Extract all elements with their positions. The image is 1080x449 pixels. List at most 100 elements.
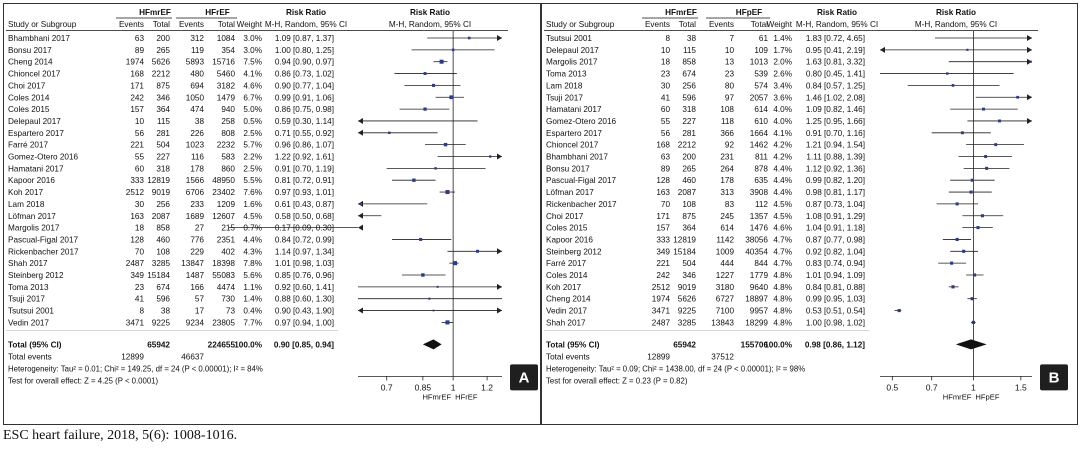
events-ctrl: 1050 — [186, 93, 205, 102]
events-exp: 56 — [135, 129, 145, 138]
total-ctrl: 9640 — [750, 283, 769, 292]
total-exp: 346 — [156, 93, 170, 102]
total-exp: 12819 — [147, 176, 170, 185]
events-ctrl: 166 — [190, 283, 204, 292]
events-ctrl: 10 — [725, 46, 735, 55]
study-name: Margolis 2017 — [8, 224, 60, 233]
events-exp: 349 — [656, 247, 670, 256]
total-ctrl: 3182 — [217, 81, 236, 90]
study-weight: 0.5% — [243, 117, 262, 126]
study-weight: 1.4% — [773, 34, 792, 43]
total-ctrl: 109 — [754, 46, 768, 55]
events-ctrl: 116 — [191, 153, 204, 162]
study-weight: 3.4% — [773, 81, 792, 90]
study-name: Choi 2017 — [8, 81, 46, 90]
study-weight: 2.6% — [773, 70, 792, 79]
total-ctrl: 940 — [221, 105, 235, 114]
study-weight: 6.7% — [243, 93, 262, 102]
events-exp: 221 — [656, 259, 670, 268]
total-exp: 9225 — [678, 307, 697, 316]
study-name: Tsutsui 2001 — [8, 307, 54, 316]
events-ctrl: 480 — [190, 70, 204, 79]
events-ctrl: 231 — [720, 153, 734, 162]
study-point-estimate — [955, 237, 959, 242]
study-name: Cheng 2014 — [8, 58, 53, 67]
study-point-estimate — [946, 72, 949, 75]
study-weight: 4.6% — [243, 81, 262, 90]
total-events-ctrl: 46637 — [181, 352, 204, 361]
study-weight: 5.7% — [243, 141, 262, 150]
events-ctrl: 1142 — [716, 235, 734, 244]
study-point-estimate — [951, 285, 955, 289]
study-point-estimate — [451, 48, 455, 52]
study-point-estimate — [388, 131, 391, 134]
study-point-estimate — [467, 36, 471, 40]
study-name: Coles 2015 — [8, 105, 50, 114]
total-exp: 200 — [156, 34, 170, 43]
study-name: Kapoor 2016 — [546, 235, 593, 244]
total-ctrl: 9957 — [750, 307, 769, 316]
events-ctrl: 233 — [190, 200, 204, 209]
events-ctrl: 1689 — [186, 212, 205, 221]
study-name: Löfman 2017 — [8, 212, 56, 221]
events-ctrl: 57 — [195, 295, 205, 304]
study-weight: 4.0% — [773, 105, 792, 114]
total-ctrl: 844 — [754, 259, 768, 268]
ci-clip-arrow-right — [1027, 35, 1032, 41]
x-axis-tick-label: 1 — [451, 382, 456, 392]
column-header-total: Total — [751, 20, 768, 29]
study-risk-ratio-ci: 0.83 [0.74, 0.94] — [806, 259, 865, 268]
study-risk-ratio-ci: 0.97 [0.94, 1.00] — [275, 318, 334, 327]
total-exp: 3285 — [152, 259, 171, 268]
events-exp: 171 — [130, 81, 144, 90]
total-ctrl: 18897 — [745, 295, 768, 304]
panel-label: B — [1049, 369, 1060, 386]
total-ctrl: 1664 — [750, 129, 769, 138]
study-weight: 3.0% — [243, 34, 262, 43]
study-risk-ratio-ci: 0.99 [0.91, 1.06] — [275, 93, 334, 102]
study-risk-ratio-ci: 1.09 [0.82, 1.46] — [806, 105, 865, 114]
study-risk-ratio-ci: 0.86 [0.75, 0.98] — [275, 105, 334, 114]
study-risk-ratio-ci: 0.80 [0.45, 1.41] — [806, 70, 865, 79]
total-exp: 9225 — [152, 318, 171, 327]
events-ctrl: 1227 — [716, 271, 735, 280]
events-exp: 23 — [135, 283, 145, 292]
events-exp: 63 — [661, 153, 671, 162]
favours-right-label: HFpEF — [975, 392, 999, 401]
study-weight: 4.8% — [773, 295, 792, 304]
column-header-total: Total — [679, 20, 696, 29]
total-events-label: Total events — [546, 352, 590, 361]
ci-clip-arrow-right — [497, 153, 502, 160]
forest-plot-a: HFmrEF HFrEF Risk Ratio Risk Ratio Study or … — [6, 8, 538, 401]
events-ctrl: 80 — [725, 81, 735, 90]
overall-effect-test: Test for overall effect: Z = 0.23 (P = 0… — [546, 376, 688, 385]
study-point-estimate — [436, 285, 439, 288]
study-point-estimate — [428, 297, 431, 300]
study-risk-ratio-ci: 1.04 [0.91, 1.18] — [806, 224, 865, 233]
study-weight: 4.7% — [773, 259, 792, 268]
total-exp: 227 — [156, 153, 170, 162]
study-point-estimate — [970, 178, 974, 182]
group-exp-header: HFmrEF — [665, 8, 697, 17]
study-weight: 4.4% — [243, 235, 262, 244]
total-ctrl: 23805 — [212, 318, 235, 327]
ci-clip-arrow-right — [497, 35, 502, 41]
study-name: Lam 2018 — [546, 81, 583, 90]
study-point-estimate — [445, 320, 450, 325]
study-point-estimate — [955, 202, 959, 206]
total-ctrl: 878 — [754, 164, 768, 173]
total-ctrl: 61 — [759, 34, 769, 43]
total-risk-ratio-ci: 0.90 [0.85, 0.94] — [274, 340, 334, 349]
study-weight: 1.7% — [773, 46, 792, 55]
events-exp: 333 — [130, 176, 144, 185]
study-weight: 0.7% — [243, 224, 262, 233]
events-ctrl: 474 — [190, 105, 204, 114]
total-exp: 2087 — [152, 212, 171, 221]
study-point-estimate — [973, 273, 977, 277]
study-risk-ratio-ci: 1.00 [0.80, 1.25] — [275, 46, 334, 55]
study-name: Farré 2017 — [8, 141, 48, 150]
study-risk-ratio-ci: 0.95 [0.41, 2.19] — [806, 46, 865, 55]
events-exp: 349 — [130, 271, 144, 280]
ci-clip-arrow-right — [497, 248, 502, 255]
study-name: Vedin 2017 — [546, 307, 587, 316]
